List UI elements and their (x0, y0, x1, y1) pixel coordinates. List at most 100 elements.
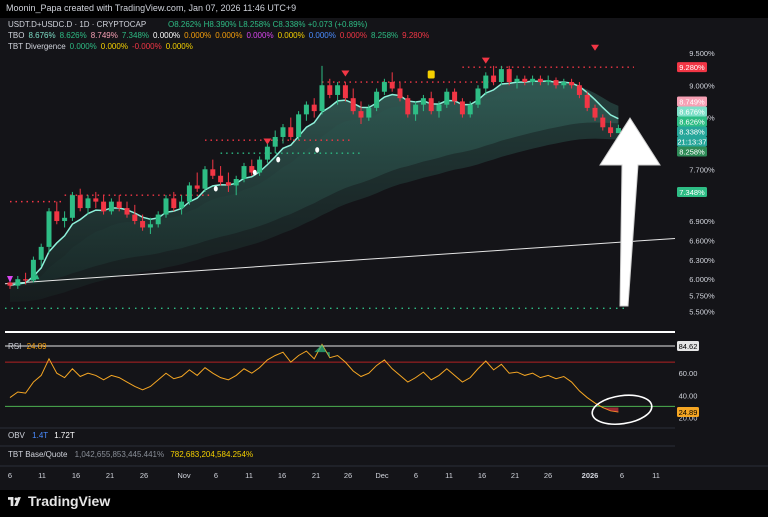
time-axis-tick: Dec (375, 471, 389, 480)
candle-body (23, 279, 29, 281)
candle-body (288, 127, 294, 137)
candle-body (498, 69, 504, 83)
candle-body (405, 98, 411, 115)
price-label-text: 8.676% (679, 107, 705, 116)
candle-body (38, 246, 44, 260)
sell-signal-triangle (341, 70, 350, 77)
candle-body (592, 107, 598, 118)
time-axis-tick: 6 (214, 471, 218, 480)
annotation-circle (591, 394, 653, 425)
candle-body (366, 107, 372, 118)
price-label-text: 21:13:37 (677, 137, 706, 146)
candle-body (241, 166, 247, 179)
time-axis-tick: 21 (312, 471, 320, 480)
candle-body (374, 91, 380, 108)
chart-svg[interactable]: 9.500%9.000%8.500%7.700%6.900%6.600%6.30… (0, 18, 768, 490)
candle-body (569, 82, 575, 86)
candle-body (155, 214, 161, 225)
buy-signal-triangle (34, 274, 40, 280)
time-axis-tick: 11 (245, 471, 253, 480)
candle-body (264, 146, 270, 160)
tradingview-logo[interactable]: TradingView (8, 493, 110, 509)
legend-ohlc: O8.262% H8.390% L8.258% C8.338% +0.073 (… (168, 20, 368, 29)
candle-body (54, 211, 60, 222)
candle-body (163, 198, 169, 215)
candle-body (545, 80, 551, 83)
trend-line (4, 237, 676, 285)
candle-body (186, 185, 192, 202)
candle-body (397, 88, 403, 99)
candle-body (428, 98, 434, 112)
time-axis-tick: 16 (72, 471, 80, 480)
candle-body (584, 94, 590, 108)
candle-body (85, 198, 91, 209)
legend-symbol: USDT.D+USDC.D · 1D · CRYPTOCAP (8, 20, 146, 29)
candle-body (600, 117, 606, 128)
tbo-cloud-outer (10, 85, 619, 302)
candle-body (420, 98, 426, 105)
candle-body (475, 88, 481, 105)
price-label-text: 8.749% (679, 97, 705, 106)
price-axis-tick: 5.750% (689, 291, 715, 300)
time-axis-tick: 16 (478, 471, 486, 480)
top-bar: Moonin_Papa created with TradingView.com… (0, 0, 768, 18)
rsi-legend: RSI 24.89 (8, 342, 47, 351)
candle-body (272, 136, 278, 147)
candle-body (108, 201, 114, 212)
time-axis-tick: 26 (140, 471, 148, 480)
candle-body (257, 159, 263, 173)
candle-body (280, 127, 286, 137)
legend-tbt-divergence: TBT Divergence 0.000% 0.000% -0.000% 0.000% (8, 42, 193, 51)
time-axis-tick: 2026 (582, 471, 599, 480)
candle-body (233, 179, 239, 186)
obv-legend: OBV 1.4T 1.72T (8, 431, 75, 440)
rsi-oversold-fill (602, 407, 619, 413)
candle-body (522, 78, 528, 83)
candle-body (506, 69, 512, 83)
candle-body (319, 85, 325, 112)
candle-body (15, 279, 21, 286)
candle-body (124, 208, 130, 215)
candle-body (7, 282, 13, 286)
sell-signal-triangle (481, 57, 490, 64)
candle-body (116, 201, 122, 209)
annotation-arrow (599, 117, 661, 307)
price-label-box (677, 62, 707, 73)
candle-body (436, 104, 442, 112)
chart-area[interactable]: 9.500%9.000%8.500%7.700%6.900%6.600%6.30… (0, 18, 768, 490)
tbt-base-quote-legend: TBT Base/Quote 1,042,655,853,445.441% 78… (8, 450, 253, 459)
candle-body (514, 78, 520, 83)
buy-signal-dot (276, 156, 281, 163)
candle-body (413, 104, 419, 115)
price-label-box (677, 146, 707, 157)
price-label-box (677, 136, 707, 147)
candle-body (303, 104, 309, 115)
candle-body (218, 175, 224, 183)
footer: TradingView (0, 490, 768, 517)
tradingview-logo-icon (8, 497, 21, 506)
candle-body (69, 195, 75, 218)
time-axis-tick: 11 (38, 471, 46, 480)
price-label-box (677, 96, 707, 107)
candle-body (342, 85, 348, 99)
candle-body (93, 198, 99, 202)
candle-body (132, 214, 138, 222)
candle-body (194, 185, 200, 189)
time-axis-tick: 21 (511, 471, 519, 480)
candle-body (311, 104, 317, 112)
warning-signal-marker (427, 70, 435, 79)
candle-body (444, 91, 450, 105)
candle-body (101, 201, 107, 212)
candle-body (147, 224, 153, 228)
candle-body (202, 169, 208, 189)
rsi-axis-tick: 20.00 (679, 413, 698, 422)
time-axis-tick: 11 (652, 471, 660, 480)
time-axis-tick: 6 (8, 471, 12, 480)
buy-signal-dot (252, 169, 257, 176)
candle-body (171, 198, 177, 209)
price-axis-tick: 7.700% (689, 165, 715, 174)
candle-body (576, 85, 582, 95)
rsi-current-label-box (677, 407, 699, 418)
candle-body (350, 98, 356, 112)
candle-body (381, 82, 387, 92)
